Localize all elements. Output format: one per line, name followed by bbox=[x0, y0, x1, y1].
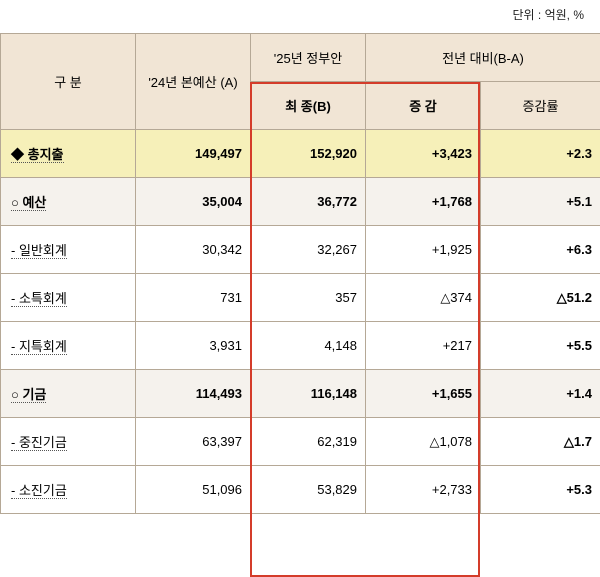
cell-rate: △51.2 bbox=[481, 274, 600, 322]
cell-rate: +1.4 bbox=[481, 370, 600, 418]
cell-rate: +5.3 bbox=[481, 466, 600, 514]
cell-a: 731 bbox=[136, 274, 251, 322]
cell-b: 53,829 bbox=[251, 466, 366, 514]
row-label: ○ 기금 bbox=[1, 370, 136, 418]
cell-rate: +6.3 bbox=[481, 226, 600, 274]
row-label: - 소진기금 bbox=[1, 466, 136, 514]
cell-a: 30,342 bbox=[136, 226, 251, 274]
th-diff-amount: 증 감 bbox=[366, 82, 481, 130]
cell-rate: +5.1 bbox=[481, 178, 600, 226]
table-row: - 중진기금63,39762,319△1,078△1.7 bbox=[1, 418, 600, 466]
th-diff-group: 전년 대비(B-A) bbox=[366, 34, 600, 82]
table-row: ◆ 총지출149,497152,920+3,423+2.3 bbox=[1, 130, 600, 178]
cell-a: 35,004 bbox=[136, 178, 251, 226]
cell-a: 149,497 bbox=[136, 130, 251, 178]
cell-a: 3,931 bbox=[136, 322, 251, 370]
th-category: 구 분 bbox=[1, 34, 136, 130]
unit-label: 단위 : 억원, % bbox=[0, 0, 600, 33]
cell-b: 4,148 bbox=[251, 322, 366, 370]
cell-diff: △1,078 bbox=[366, 418, 481, 466]
cell-rate: +5.5 bbox=[481, 322, 600, 370]
row-label: ◆ 총지출 bbox=[1, 130, 136, 178]
table-row: - 일반회계30,34232,267+1,925+6.3 bbox=[1, 226, 600, 274]
cell-diff: +3,423 bbox=[366, 130, 481, 178]
cell-diff: +217 bbox=[366, 322, 481, 370]
cell-diff: △374 bbox=[366, 274, 481, 322]
row-label: - 일반회계 bbox=[1, 226, 136, 274]
th-colB: 최 종(B) bbox=[251, 82, 366, 130]
th-colB-group: '25년 정부안 bbox=[251, 34, 366, 82]
cell-diff: +1,925 bbox=[366, 226, 481, 274]
table-wrap: 구 분 '24년 본예산 (A) '25년 정부안 전년 대비(B-A) 최 종… bbox=[0, 33, 600, 514]
cell-b: 36,772 bbox=[251, 178, 366, 226]
th-colA: '24년 본예산 (A) bbox=[136, 34, 251, 130]
th-diff-rate: 증감률 bbox=[481, 82, 600, 130]
cell-a: 63,397 bbox=[136, 418, 251, 466]
cell-rate: △1.7 bbox=[481, 418, 600, 466]
cell-b: 357 bbox=[251, 274, 366, 322]
table-row: ○ 예산35,00436,772+1,768+5.1 bbox=[1, 178, 600, 226]
cell-b: 116,148 bbox=[251, 370, 366, 418]
row-label: ○ 예산 bbox=[1, 178, 136, 226]
cell-b: 152,920 bbox=[251, 130, 366, 178]
row-label: - 소특회계 bbox=[1, 274, 136, 322]
cell-rate: +2.3 bbox=[481, 130, 600, 178]
cell-b: 32,267 bbox=[251, 226, 366, 274]
row-label: - 지특회계 bbox=[1, 322, 136, 370]
row-label: - 중진기금 bbox=[1, 418, 136, 466]
cell-b: 62,319 bbox=[251, 418, 366, 466]
cell-diff: +1,768 bbox=[366, 178, 481, 226]
table-row: ○ 기금114,493116,148+1,655+1.4 bbox=[1, 370, 600, 418]
table-row: - 소진기금51,09653,829+2,733+5.3 bbox=[1, 466, 600, 514]
cell-diff: +1,655 bbox=[366, 370, 481, 418]
table-row: - 지특회계3,9314,148+217+5.5 bbox=[1, 322, 600, 370]
table-row: - 소특회계731357△374△51.2 bbox=[1, 274, 600, 322]
cell-diff: +2,733 bbox=[366, 466, 481, 514]
cell-a: 114,493 bbox=[136, 370, 251, 418]
budget-table: 구 분 '24년 본예산 (A) '25년 정부안 전년 대비(B-A) 최 종… bbox=[0, 33, 600, 514]
cell-a: 51,096 bbox=[136, 466, 251, 514]
